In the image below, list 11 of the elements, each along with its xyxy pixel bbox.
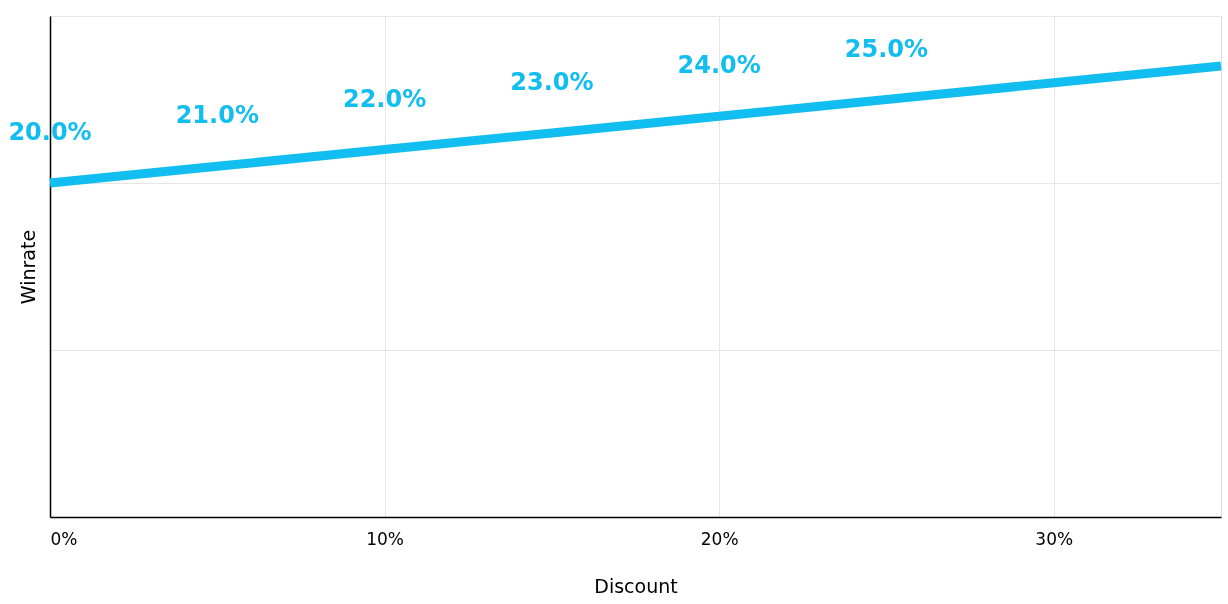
x-axis-title: Discount (594, 574, 678, 597)
data-label: 21.0% (175, 101, 259, 130)
data-label: 24.0% (677, 51, 761, 80)
data-label: 22.0% (342, 84, 427, 113)
x-tick-label: 20% (700, 528, 739, 549)
data-label: 23.0% (510, 67, 594, 96)
x-tick-label: 30% (1035, 528, 1074, 549)
data-label: 25.0% (844, 34, 929, 63)
y-axis-title: Winrate (16, 229, 39, 305)
x-tick-label: 0% (50, 528, 78, 549)
x-tick-label: 10% (366, 528, 404, 549)
